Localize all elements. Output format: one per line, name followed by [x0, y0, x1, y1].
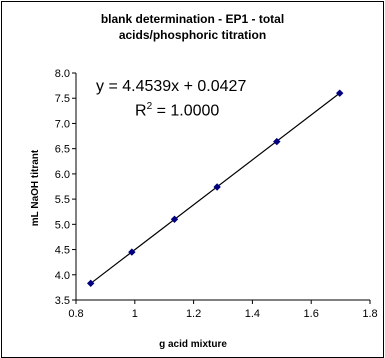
y-tick-label: 6.5: [55, 144, 70, 156]
y-axis-title: mL NaOH titrant: [30, 149, 41, 226]
r-squared-superscript: 2: [146, 101, 153, 112]
y-tick-label: 5.0: [55, 219, 70, 231]
chart-title-line-1: blank determination - EP1 - total: [100, 12, 285, 26]
data-point: [128, 248, 136, 256]
y-tick-label: 5.5: [55, 194, 70, 206]
y-tick-label: 3.5: [55, 295, 70, 307]
data-point: [273, 137, 281, 146]
plot-area: 0.8 1 1.2 1.4 1.6 1.8 3.5 4.0 4.5 5.0 5.5 6.0 6.5 7.0…: [55, 68, 378, 320]
r-squared-value: = 1.0000: [152, 102, 220, 120]
data-point: [86, 279, 95, 288]
data-point: [213, 183, 221, 191]
data-point: [170, 215, 179, 223]
x-tick-label: 1.6: [304, 308, 319, 320]
trendline-equation: y = 4.4539x + 0.0427: [96, 78, 247, 95]
x-tick-label: 0.8: [68, 308, 83, 320]
r-squared-label: R2 = 1.0000: [135, 101, 219, 120]
r-squared-symbol: R: [135, 102, 147, 120]
x-tick-label: 1: [132, 308, 138, 320]
x-axis-title: g acid mixture: [159, 339, 227, 350]
y-tick-label: 7.0: [55, 118, 70, 130]
x-tick-label: 1.4: [245, 308, 260, 320]
chart-title-line-2: acids/phosphoric titration: [118, 28, 267, 42]
y-tick-label: 7.5: [55, 93, 70, 105]
y-tick-label: 6.0: [55, 169, 70, 181]
y-tick-label: 4.5: [55, 245, 70, 257]
y-tick-label: 4.0: [55, 270, 70, 282]
y-tick-label: 8.0: [55, 68, 70, 80]
x-tick-label: 1.8: [362, 308, 377, 320]
data-point: [336, 89, 344, 97]
x-tick-label: 1.2: [186, 308, 201, 320]
